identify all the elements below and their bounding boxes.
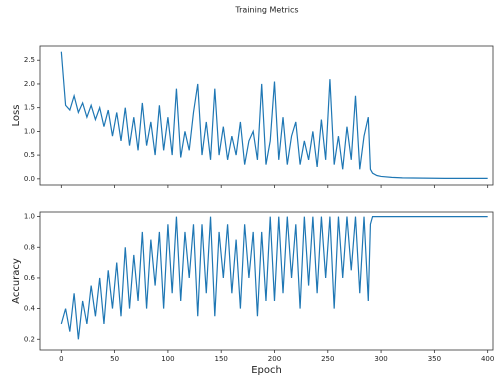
y-tick-label: 2.0 — [24, 80, 35, 88]
x-tick-label: 400 — [481, 355, 494, 363]
x-axis-label: Epoch — [251, 365, 282, 376]
axes-frame — [39, 45, 494, 186]
y-tick-label: 0.5 — [24, 151, 35, 159]
x-tick-label: 200 — [268, 355, 281, 363]
x-tick-label: 100 — [161, 355, 174, 363]
x-tick-label: 150 — [215, 355, 228, 363]
x-tick-label: 0 — [59, 355, 63, 363]
y-axis-label: Accuracy — [11, 258, 22, 304]
y-tick-label: 0.2 — [24, 335, 35, 343]
line-series — [60, 51, 488, 179]
x-tick-label: 300 — [374, 355, 387, 363]
axes-frame — [39, 211, 494, 351]
y-tick-label: 0.8 — [24, 243, 35, 251]
y-tick-label: 1.5 — [24, 104, 35, 112]
y-tick-label: 0.6 — [24, 274, 36, 282]
y-tick-label: 2.5 — [24, 56, 35, 64]
x-tick-label: 250 — [321, 355, 334, 363]
y-tick-label: 0.0 — [24, 175, 35, 183]
y-tick-label: 1.0 — [24, 127, 35, 135]
y-tick-label: 0.4 — [24, 305, 36, 313]
chart-title: Training Metrics — [234, 6, 298, 15]
y-axis-label: Loss — [11, 105, 22, 127]
x-tick-label: 350 — [428, 355, 441, 363]
line-series — [60, 216, 488, 340]
x-tick-label: 50 — [110, 355, 119, 363]
y-tick-label: 1.0 — [24, 213, 35, 221]
